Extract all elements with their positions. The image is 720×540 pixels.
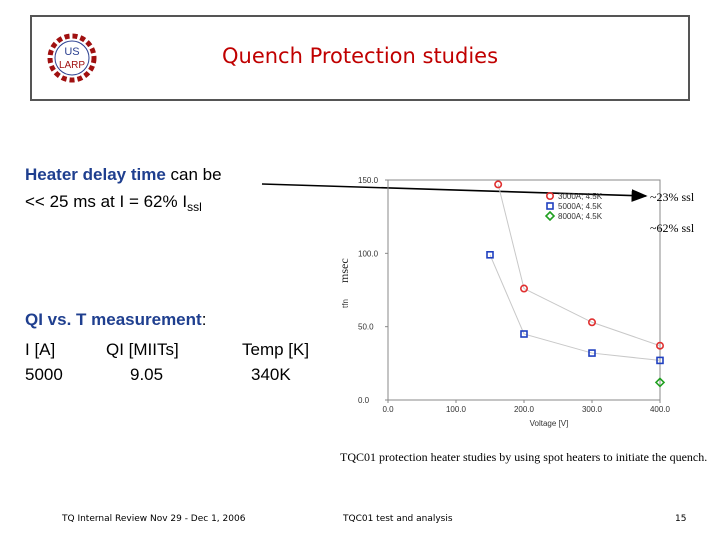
data-point — [546, 191, 555, 200]
us-larp-logo: US LARP — [47, 33, 97, 83]
footer-test: TQC01 test and analysis — [343, 514, 453, 524]
x-tick-label: 300.0 — [582, 405, 603, 414]
data-point — [656, 356, 664, 365]
pointer-arrow — [261, 183, 648, 202]
y-axis-label-small: tfn — [341, 299, 350, 308]
heater-value: << 25 ms at I = 62% I — [25, 192, 188, 211]
series-line — [497, 184, 661, 347]
data-point — [520, 284, 529, 293]
x-tick-label: 100.0 — [446, 405, 467, 414]
table-header-qi: QI [MIITs] — [106, 340, 179, 359]
x-axis-label: Voltage [V] — [530, 419, 569, 428]
data-point — [588, 349, 596, 357]
heater-line-2: << 25 ms at I = 62% Issl — [25, 192, 202, 214]
data-point — [587, 318, 596, 327]
delay-vs-voltage-chart: 0.0 50.0 100.0 150.0 0.0 100.0 200.0 300.0 400.0… — [337, 176, 671, 428]
table-header-temp: Temp [K] — [242, 340, 310, 359]
y-tick-label: 150.0 — [358, 176, 379, 185]
page-number: 15 — [675, 514, 687, 524]
logo-text-us: US — [64, 46, 79, 58]
qi-heading-colon: : — [201, 310, 207, 329]
x-tick-label: 0.0 — [382, 405, 394, 414]
data-point — [494, 180, 503, 189]
data-point — [654, 377, 666, 388]
y-tick-label: 100.0 — [358, 249, 379, 258]
x-tick-label: 400.0 — [650, 405, 671, 414]
heater-can-be: can be — [165, 165, 222, 184]
footer-review: TQ Internal Review Nov 29 - Dec 1, 2006 — [62, 514, 246, 524]
legend-entry: 5000A; 4.5K — [558, 202, 603, 211]
table-value-current: 5000 — [25, 365, 63, 384]
heater-line-1: Heater delay time can be — [25, 165, 222, 185]
y-axis-label-unit: msec — [337, 258, 351, 283]
y-tick-label: 0.0 — [358, 396, 370, 405]
annotation-62-ssl: ~62% ssl — [650, 221, 695, 235]
series-line — [489, 254, 661, 361]
data-point — [655, 341, 664, 350]
annotation-23-ssl: ~23% ssl — [650, 190, 695, 204]
data-point — [544, 210, 556, 222]
data-point — [520, 330, 528, 338]
data-point — [486, 251, 494, 259]
legend-entry: 3000A; 4.5K — [558, 192, 603, 201]
logo-text-larp: LARP — [59, 60, 85, 71]
table-header-current: I [A] — [25, 340, 56, 359]
heater-delay-label: Heater delay time — [25, 165, 166, 184]
title-box — [30, 15, 690, 101]
x-tick-label: 200.0 — [514, 405, 535, 414]
heater-sub-ssl: ssl — [187, 200, 202, 214]
data-point — [546, 202, 554, 210]
qi-heading-text: QI vs. T measurement — [25, 310, 202, 329]
figure-caption: TQC01 protection heater studies by using… — [340, 450, 708, 464]
table-value-qi: 9.05 — [130, 365, 164, 384]
qi-heading: QI vs. T measurement: — [25, 310, 206, 330]
legend-entry: 8000A; 4.5K — [558, 212, 603, 221]
table-value-temp: 340K — [251, 365, 291, 384]
slide-title: Quench Protection studies — [221, 44, 499, 68]
y-tick-label: 50.0 — [358, 323, 374, 332]
plot-frame — [387, 179, 661, 401]
